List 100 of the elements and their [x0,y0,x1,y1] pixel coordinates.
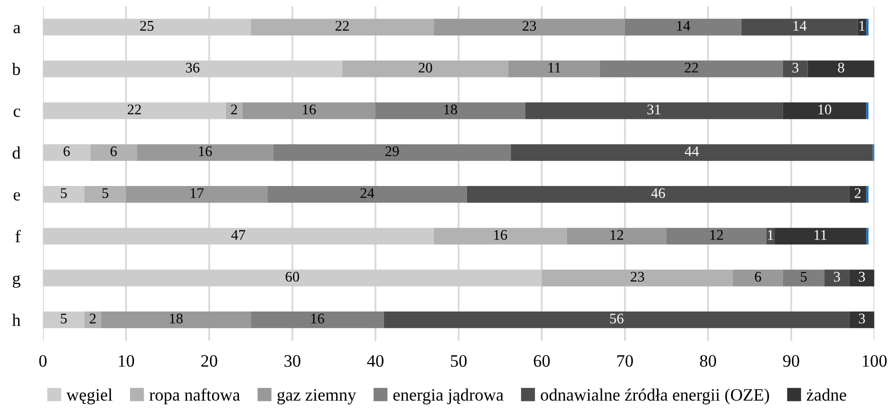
bar [849,186,866,203]
data-label: 29 [385,146,399,156]
x-tick-label: 20 [201,355,218,367]
data-label: 23 [630,272,644,282]
y-tick-label: c [14,108,20,117]
bar [126,186,268,203]
data-label: 20 [418,62,432,73]
bar [384,311,850,328]
bar [42,270,542,286]
bar [624,18,742,36]
bar [250,311,384,328]
bar [267,186,467,203]
data-label: 6 [110,146,117,156]
y-tick-label: a [14,24,20,34]
data-label: 8 [838,62,844,73]
bar [774,228,866,245]
bar [866,228,869,245]
data-label: 23 [522,20,536,31]
x-tick-label: 30 [284,355,300,367]
bar [42,311,84,328]
data-label: 5 [60,188,67,198]
y-tick-label: b [12,62,20,76]
x-tick-label: 80 [700,355,716,367]
data-label: 47 [231,230,246,240]
bar [511,144,873,161]
data-label: 22 [336,20,349,31]
bar [42,60,342,78]
bar [732,270,783,286]
bar [42,228,434,245]
bar [741,18,858,36]
bar [101,311,251,328]
data-label: 2 [854,188,861,198]
data-label: 5 [800,272,807,282]
data-label: 14 [677,20,690,31]
data-label: 44 [684,146,699,156]
x-tick-label: 90 [783,355,800,367]
bar [84,186,126,203]
bar [824,270,850,286]
bar [42,186,84,203]
data-label: 16 [494,230,508,240]
bar [84,311,102,328]
bar [90,144,137,161]
legend-label: żadne [806,388,846,401]
data-label: 11 [548,62,560,72]
bar [434,18,625,36]
data-label: 16 [311,314,324,324]
bar [782,270,824,286]
data-label: 36 [186,62,200,73]
y-tick-label: h [12,314,20,326]
legend-label: węgiel [66,388,112,404]
data-label: 5 [60,314,67,324]
bar [782,60,808,78]
data-label: 24 [360,188,374,198]
data-label: 22 [684,62,698,72]
bar [42,18,251,36]
x-tick-label: 70 [617,355,633,367]
legend-label: ropa naftowa [149,388,240,404]
bar [849,270,874,286]
data-label: 1 [860,20,865,31]
bar [342,60,509,78]
data-label: 18 [170,314,183,324]
data-label: 60 [286,272,300,282]
legend-label: odnawialne źródła energii (OZE) [540,388,770,404]
data-label: 11 [814,230,826,240]
bar [508,60,600,78]
bar [542,270,733,286]
data-label: 25 [140,20,154,31]
legend-label: energia jądrowa [393,388,504,404]
data-label: 12 [610,230,624,240]
bar [666,228,766,245]
bar [375,102,526,120]
x-tick-label: 10 [118,355,134,367]
data-label: 2 [231,104,237,114]
x-tick-label: 100 [862,355,887,367]
data-label: 2 [90,314,96,324]
data-label: 3 [834,272,840,282]
bar [466,186,850,203]
bar [250,18,434,36]
data-label: 3 [858,272,865,282]
data-label: 56 [610,314,624,324]
x-tick-label: 0 [39,355,47,367]
bar [866,186,869,203]
data-label: 31 [647,104,660,114]
data-label: 22 [128,104,141,114]
bar [226,102,242,120]
bar [42,102,226,120]
data-label: 5 [102,188,108,198]
bar [242,102,376,120]
data-label: 6 [754,272,762,282]
data-label: 10 [818,104,832,114]
data-label: 16 [302,104,316,114]
data-label: 6 [64,146,70,156]
bar [866,18,869,36]
data-label: 3 [792,62,798,73]
bar [600,60,783,78]
legend-label: gaz ziemny [277,389,356,404]
bar [273,144,511,161]
bar [42,144,90,161]
bar [782,102,866,120]
bar [858,18,866,36]
